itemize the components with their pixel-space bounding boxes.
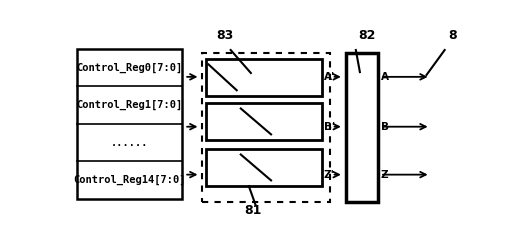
Text: ......: ......	[111, 137, 148, 147]
Text: Control_Reg0[7:0]: Control_Reg0[7:0]	[77, 63, 183, 73]
Text: Control_Reg1[7:0]: Control_Reg1[7:0]	[77, 100, 183, 110]
Text: 8: 8	[449, 29, 457, 42]
Bar	[77, 49, 182, 199]
Bar	[203, 53, 330, 202]
Bar	[206, 149, 321, 186]
Text: A: A	[381, 72, 389, 82]
Text: Z: Z	[381, 170, 389, 180]
Bar	[206, 103, 321, 140]
Text: Control_Reg14[7:0]: Control_Reg14[7:0]	[73, 175, 186, 185]
Bar	[346, 53, 378, 202]
Text: A': A'	[324, 72, 335, 82]
Text: 81: 81	[244, 204, 262, 217]
Bar	[206, 59, 321, 96]
Text: B': B'	[324, 122, 335, 132]
Text: 83: 83	[216, 29, 233, 42]
Text: B: B	[381, 122, 389, 132]
Text: 82: 82	[358, 29, 375, 42]
Text: Z': Z'	[324, 170, 335, 180]
